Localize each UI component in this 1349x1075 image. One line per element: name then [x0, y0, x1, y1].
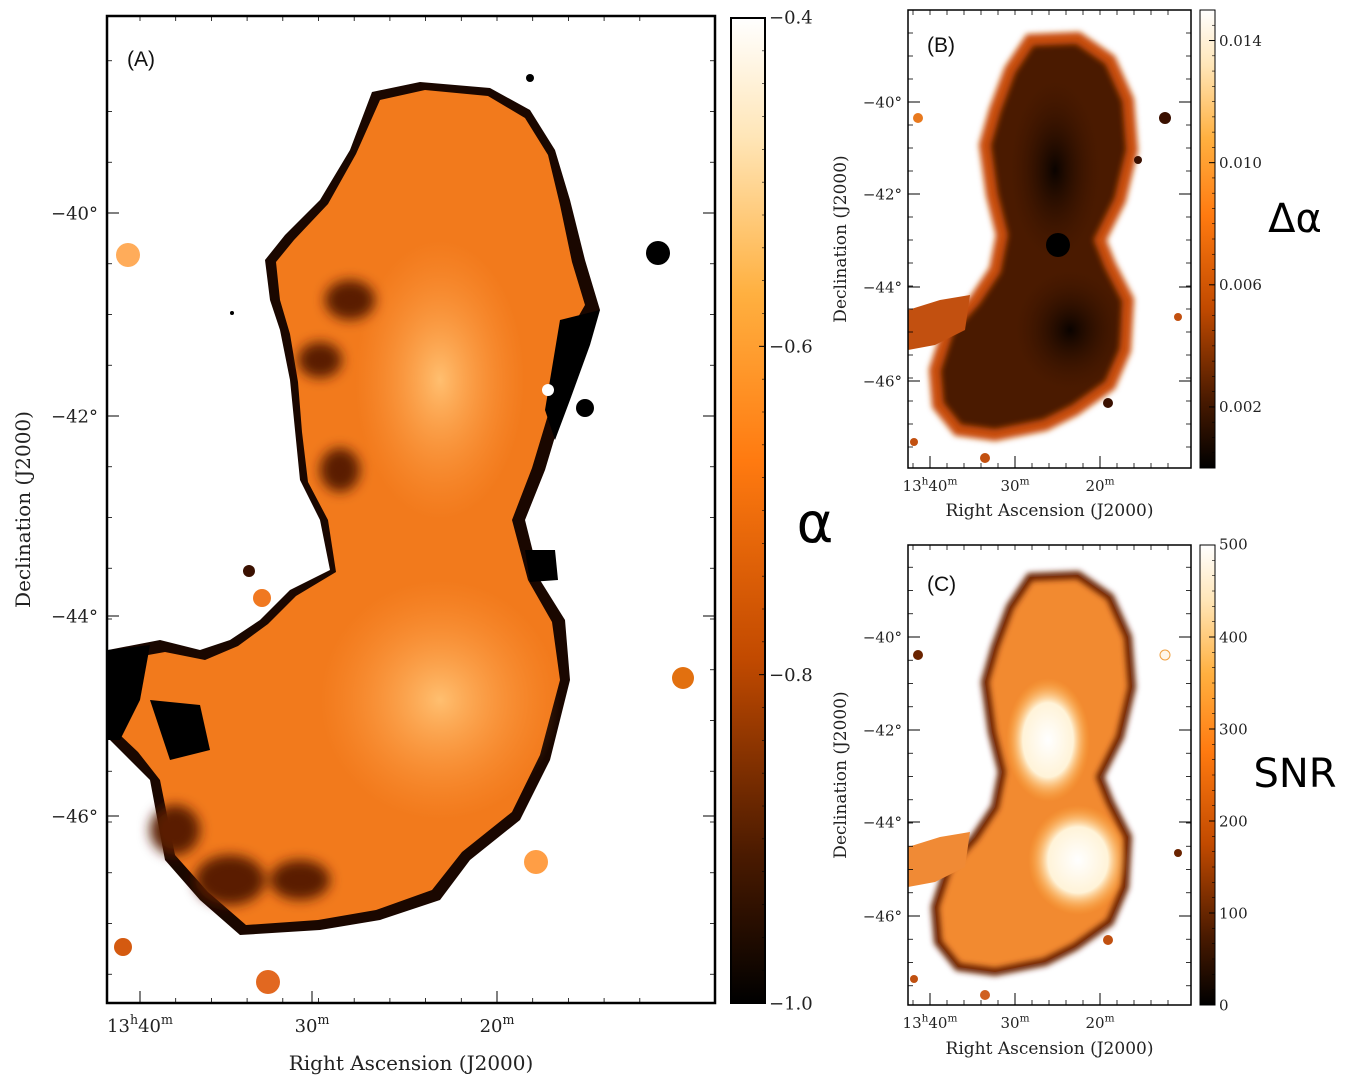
source-blob [524, 850, 548, 874]
panel-c-axes: 13h40m 30m 20m −40° −42° −44° −46° Right Ascens… [831, 545, 1191, 1059]
y-tick-label: −40° [51, 203, 98, 224]
source-blob [256, 970, 280, 994]
colorbar-c-ticks: 500 400 300 200 100 0 [1209, 536, 1248, 1014]
colorbar-tick-label: 400 [1219, 628, 1248, 646]
panel-label: (A) [127, 48, 155, 71]
x-tick-label: 30m [295, 1012, 330, 1037]
source-blob [114, 938, 132, 956]
colorbar-tick-label: −0.8 [769, 665, 813, 686]
source-blob [253, 589, 271, 607]
y-tick-label: −40° [863, 93, 902, 111]
source-blob [1103, 935, 1113, 945]
source-blob [243, 565, 255, 577]
dark-core-b [1010, 80, 1100, 260]
colorbar-quantity-label: α [797, 491, 834, 556]
source-tail-c [908, 832, 970, 887]
panel-a-frame [105, 14, 717, 1005]
panel-c-frame [907, 544, 1192, 1006]
y-tick-label: −44° [863, 278, 902, 296]
source-body-a [120, 90, 585, 925]
y-tick-label: −44° [51, 606, 98, 627]
y-tick-label: −40° [863, 628, 902, 646]
source-blob [646, 241, 670, 265]
bright-core-c [1028, 805, 1128, 915]
colorbar-tick-label: −1.0 [769, 993, 813, 1014]
x-tick-label: 30m [1000, 475, 1029, 495]
panel-c: (C) 13h40m 30m 20m −40° −42° −44° −46° Right As… [831, 536, 1337, 1060]
source-blob [1103, 398, 1113, 408]
x-axis-label: Right Ascension (J2000) [946, 1039, 1154, 1059]
source-tail-b [908, 295, 970, 350]
x-tick-label: 30m [1000, 1012, 1029, 1032]
black-edges-a [108, 74, 600, 760]
y-tick-label: −42° [51, 406, 98, 427]
source-blob [980, 453, 990, 463]
y-tick-label: −46° [863, 372, 902, 390]
x-tick-label: 13h40m [903, 475, 958, 495]
source-blob [116, 243, 140, 267]
panel-b: (B) 13h40m 30m 20m −40° −42° −44° −46° Right As… [831, 9, 1322, 521]
colorbar-tick-label: 200 [1219, 812, 1248, 830]
source-blob [1174, 849, 1182, 857]
bright-core-c [1006, 678, 1090, 802]
source-blob [910, 975, 918, 983]
source-blob [1174, 313, 1182, 321]
source-blob [913, 650, 923, 660]
panel-label: (B) [927, 34, 955, 57]
colorbar-tick-label: −0.6 [769, 337, 813, 358]
panel-c-image [908, 570, 1182, 1000]
source-blob [980, 990, 990, 1000]
colorbar-tick-label: −0.4 [769, 7, 813, 28]
colorbar-quantity-label: Δα [1268, 196, 1322, 242]
colorbar-a [730, 17, 766, 1004]
y-axis-label: Declination (J2000) [11, 411, 35, 608]
colorbar-tick-label: 0.006 [1219, 276, 1262, 294]
panel-a: (A) 13h40m 30m 20m −40° −42° −44° −46° Right As… [11, 7, 833, 1075]
panel-b-frame [907, 9, 1192, 469]
x-tick-label: 13h40m [107, 1012, 173, 1037]
y-tick-label: −42° [863, 185, 902, 203]
source-blob [1134, 156, 1142, 164]
source-blob [1046, 233, 1070, 257]
source-rim-b [928, 31, 1139, 442]
panel-a-image [108, 74, 694, 994]
x-tick-label: 20m [1085, 1012, 1114, 1032]
colorbar-a-ticks: −0.4 −0.6 −0.8 −1.0 [759, 7, 813, 1014]
colorbar-tick-label: 100 [1219, 904, 1248, 922]
dark-patches-a [150, 280, 375, 905]
colorbar-b-ticks: 0.014 0.010 0.006 0.002 [1209, 24, 1262, 454]
colorbar-tick-label: 0.002 [1219, 398, 1262, 416]
y-axis-label: Declination (J2000) [831, 155, 851, 322]
panel-b-axes: 13h40m 30m 20m −40° −42° −44° −46° Right Ascens… [831, 10, 1191, 521]
x-tick-label: 20m [1085, 475, 1114, 495]
colorbar-tick-label: 0.010 [1219, 154, 1262, 172]
source-blob [913, 113, 923, 123]
light-region-north-a [355, 240, 525, 520]
colorbar-tick-label: 0.014 [1219, 32, 1262, 50]
x-axis-label: Right Ascension (J2000) [946, 501, 1154, 521]
panel-a-axes: 13h40m 30m 20m −40° −42° −44° −46° Right Ascens… [11, 16, 715, 1075]
x-axis-label: Right Ascension (J2000) [289, 1051, 534, 1075]
colorbar-tick-label: 500 [1219, 536, 1248, 554]
source-blob [672, 667, 694, 689]
source-rim-c [930, 570, 1137, 977]
light-region-south-a [320, 580, 560, 820]
colorbar-tick-label: 0 [1219, 996, 1229, 1014]
dark-core-b [1015, 270, 1125, 390]
source-blob [1159, 112, 1171, 124]
x-tick-label: 20m [480, 1012, 515, 1037]
panel-label: (C) [927, 573, 956, 596]
y-tick-label: −46° [51, 806, 98, 827]
y-tick-label: −46° [863, 907, 902, 925]
y-tick-label: −42° [863, 721, 902, 739]
colorbar-tick-label: 300 [1219, 720, 1248, 738]
y-tick-label: −44° [863, 813, 902, 831]
colorbar-quantity-label: SNR [1253, 751, 1336, 797]
x-tick-label: 13h40m [903, 1012, 958, 1032]
source-blob [910, 438, 918, 446]
panel-b-image [908, 31, 1182, 463]
y-axis-label: Declination (J2000) [831, 691, 851, 858]
source-blob [1159, 649, 1171, 661]
